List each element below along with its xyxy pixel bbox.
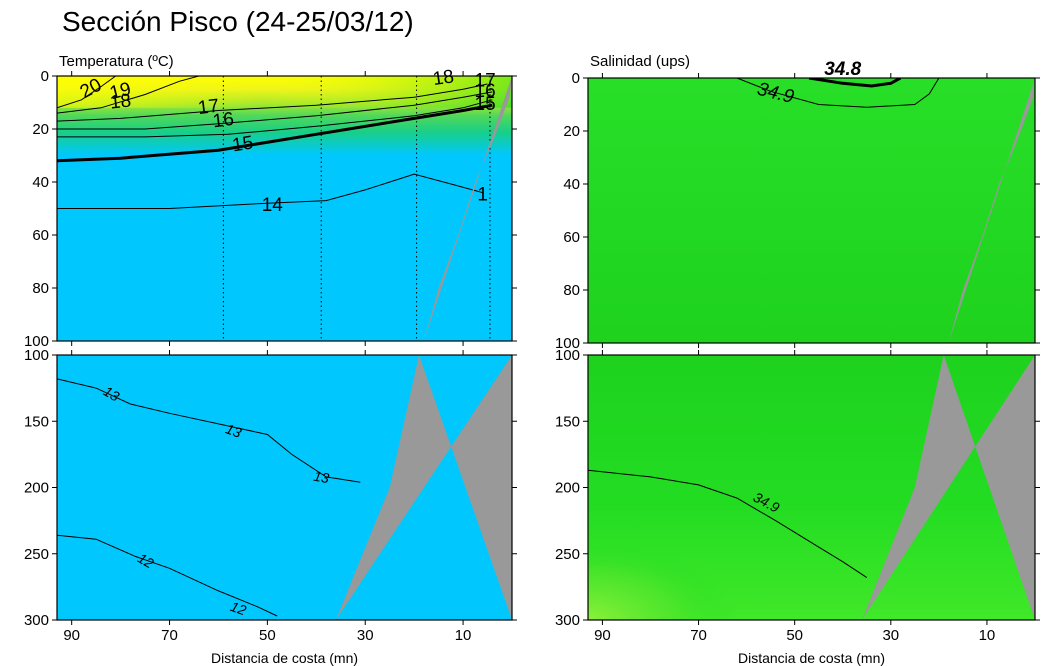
temperature-upper-field-overlay bbox=[57, 76, 512, 108]
xtick-label-70: 70 bbox=[690, 627, 707, 644]
contour-18-2 bbox=[57, 83, 488, 122]
xtick-label-50: 50 bbox=[259, 627, 276, 644]
contour-label-1: 13 bbox=[224, 420, 244, 440]
contour-label-2: 18 bbox=[109, 90, 132, 113]
ytick-label-100: 100 bbox=[555, 347, 580, 364]
contour-34-8-0 bbox=[808, 78, 902, 88]
ytick-label-40: 40 bbox=[563, 176, 580, 193]
ytick-label-100: 100 bbox=[24, 347, 49, 364]
temperature-lower-field bbox=[57, 355, 512, 620]
contour-16-4 bbox=[57, 99, 493, 138]
contour-label-4: 17 bbox=[197, 96, 221, 119]
temperature-upper-land bbox=[423, 76, 512, 341]
contour-12-1 bbox=[57, 534, 278, 617]
ytick-label-200: 200 bbox=[24, 480, 49, 497]
contour-label-10: 14 bbox=[262, 195, 284, 216]
xtick-label-90: 90 bbox=[63, 627, 80, 644]
ytick-label-0: 0 bbox=[572, 70, 580, 87]
contour-label-2: 13 bbox=[312, 468, 330, 486]
ytick-label-300: 300 bbox=[24, 612, 49, 629]
salinity-lower-land bbox=[862, 355, 1035, 620]
ytick-label-100: 100 bbox=[555, 335, 580, 352]
contour-34-9-0 bbox=[588, 469, 868, 579]
contour-label-3: 18 bbox=[432, 66, 456, 90]
temperature-lower-panel: 13 13 13 12 12 100 150 200 250 300 90 70 50 30 10 Dista… bbox=[24, 347, 517, 666]
temperature-lower-land bbox=[335, 355, 512, 620]
salinity-upper-title: Salinidad (ups) bbox=[590, 53, 690, 70]
temperature-upper-frame bbox=[56, 75, 513, 342]
xtick-label-10: 10 bbox=[979, 627, 996, 644]
xtick-label-90: 90 bbox=[594, 627, 611, 644]
salinity-upper-field bbox=[588, 78, 1035, 343]
ytick-label-60: 60 bbox=[32, 227, 49, 244]
contour-20-0 bbox=[57, 76, 116, 109]
xtick-label-50: 50 bbox=[786, 627, 803, 644]
ytick-label-250: 250 bbox=[555, 546, 580, 563]
ytick-label-20: 20 bbox=[563, 123, 580, 140]
ytick-label-150: 150 bbox=[555, 413, 580, 430]
ytick-label-20: 20 bbox=[32, 121, 49, 138]
panels: 20 191818171716161515141020406080100Tempe… bbox=[24, 53, 1040, 666]
contour-label-4: 12 bbox=[228, 598, 248, 618]
contour-label-9: 15 bbox=[475, 94, 496, 115]
contour-label-0: 13 bbox=[101, 383, 123, 405]
salinity-lower-deep-glow bbox=[588, 487, 834, 620]
contour-19-1 bbox=[57, 76, 200, 114]
xtick-label-30: 30 bbox=[357, 627, 374, 644]
contour-17-3 bbox=[57, 91, 493, 130]
ytick-label-40: 40 bbox=[32, 174, 49, 191]
ytick-label-0: 0 bbox=[41, 68, 49, 85]
salinity-upper-frame bbox=[587, 77, 1036, 344]
contour-label-3: 12 bbox=[135, 550, 157, 572]
xtick-label-30: 30 bbox=[882, 627, 899, 644]
xtick-label-70: 70 bbox=[161, 627, 178, 644]
contour-label-0: 34.8 bbox=[824, 59, 861, 80]
ytick-label-300: 300 bbox=[555, 612, 580, 629]
salinity-upper-land bbox=[948, 78, 1035, 343]
contour-label-8: 15 bbox=[231, 132, 255, 156]
contour-13-0 bbox=[57, 378, 361, 483]
ytick-label-80: 80 bbox=[32, 280, 49, 297]
temperature-lower-xlabel: Distancia de costa (mn) bbox=[211, 650, 358, 666]
ytick-label-100: 100 bbox=[24, 333, 49, 350]
contour-15-5 bbox=[57, 103, 493, 163]
ytick-label-150: 150 bbox=[24, 413, 49, 430]
contour-label-11: 1 bbox=[477, 184, 488, 205]
contour-label-6: 16 bbox=[212, 109, 236, 132]
contour-14-6 bbox=[57, 173, 483, 209]
ytick-label-250: 250 bbox=[24, 546, 49, 563]
ytick-label-200: 200 bbox=[555, 480, 580, 497]
xtick-label-10: 10 bbox=[455, 627, 472, 644]
temperature-upper-panel: 20 191818171716161515141020406080100Tempe… bbox=[24, 53, 517, 350]
temperature-upper-title: Temperatura (ºC) bbox=[59, 53, 174, 70]
ytick-label-60: 60 bbox=[563, 229, 580, 246]
contour-label-1: 19 bbox=[108, 79, 134, 104]
salinity-upper-surface-glow bbox=[727, 78, 978, 110]
contour-34-9-1 bbox=[736, 78, 940, 108]
ytick-label-80: 80 bbox=[563, 282, 580, 299]
contour-label-7: 16 bbox=[475, 81, 496, 102]
main-title: Sección Pisco (24-25/03/12) bbox=[62, 6, 414, 37]
salinity-lower-xlabel: Distancia de costa (mn) bbox=[738, 650, 885, 666]
